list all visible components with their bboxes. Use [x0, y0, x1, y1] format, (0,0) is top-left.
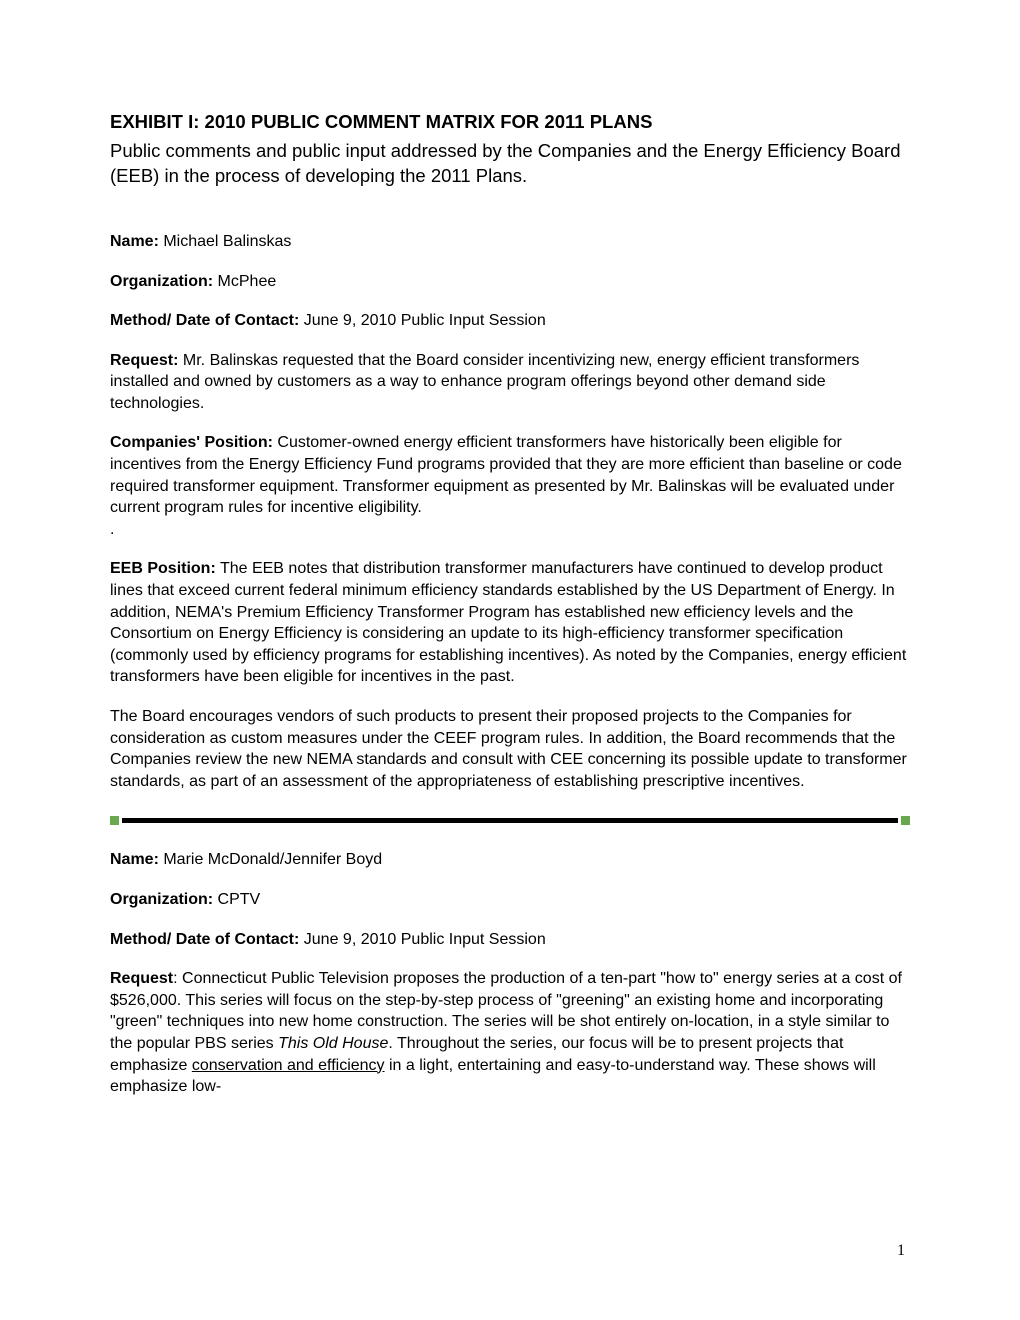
method-value: June 9, 2010 Public Input Session: [299, 931, 545, 948]
name-value: Michael Balinskas: [159, 233, 292, 250]
method-label: Method/ Date of Contact:: [110, 931, 299, 948]
eeb-value-p1: The EEB notes that distribution transfor…: [110, 560, 906, 685]
entry2-organization: Organization: CPTV: [110, 889, 910, 911]
entry1-companies-position: Companies' Position: Customer-owned ener…: [110, 432, 910, 540]
organization-label: Organization:: [110, 273, 213, 290]
method-label: Method/ Date of Contact:: [110, 312, 299, 329]
request-label: Request: [110, 970, 173, 987]
companies-trail: .: [110, 521, 114, 538]
request-italic: This Old House: [278, 1035, 388, 1052]
entry1-method: Method/ Date of Contact: June 9, 2010 Pu…: [110, 310, 910, 332]
entry1-request: Request: Mr. Balinskas requested that th…: [110, 350, 910, 415]
divider-dot-left-icon: [110, 816, 119, 825]
entry1-eeb-position-p2: The Board encourages vendors of such pro…: [110, 706, 910, 792]
entry1-name: Name: Michael Balinskas: [110, 231, 910, 253]
name-value: Marie McDonald/Jennifer Boyd: [159, 851, 382, 868]
eeb-label: EEB Position:: [110, 560, 216, 577]
name-label: Name:: [110, 851, 159, 868]
method-value: June 9, 2010 Public Input Session: [299, 312, 545, 329]
divider-dot-right-icon: [901, 816, 910, 825]
section-divider: [110, 816, 910, 825]
organization-value: McPhee: [213, 273, 276, 290]
request-underline: conservation and efficiency: [192, 1057, 385, 1074]
organization-label: Organization:: [110, 891, 213, 908]
divider-bar: [122, 818, 898, 823]
request-value: Mr. Balinskas requested that the Board c…: [110, 352, 859, 412]
entry2-name: Name: Marie McDonald/Jennifer Boyd: [110, 849, 910, 871]
entry2-request: Request: Connecticut Public Television p…: [110, 968, 910, 1098]
exhibit-title: EXHIBIT I: 2010 PUBLIC COMMENT MATRIX FO…: [110, 110, 910, 135]
page-number: 1: [897, 1240, 905, 1262]
name-label: Name:: [110, 233, 159, 250]
entry1-eeb-position-p1: EEB Position: The EEB notes that distrib…: [110, 558, 910, 688]
entry1-organization: Organization: McPhee: [110, 271, 910, 293]
entry2-method: Method/ Date of Contact: June 9, 2010 Pu…: [110, 929, 910, 951]
organization-value: CPTV: [213, 891, 260, 908]
request-label: Request:: [110, 352, 178, 369]
companies-label: Companies' Position:: [110, 434, 273, 451]
exhibit-subtitle: Public comments and public input address…: [110, 139, 910, 189]
